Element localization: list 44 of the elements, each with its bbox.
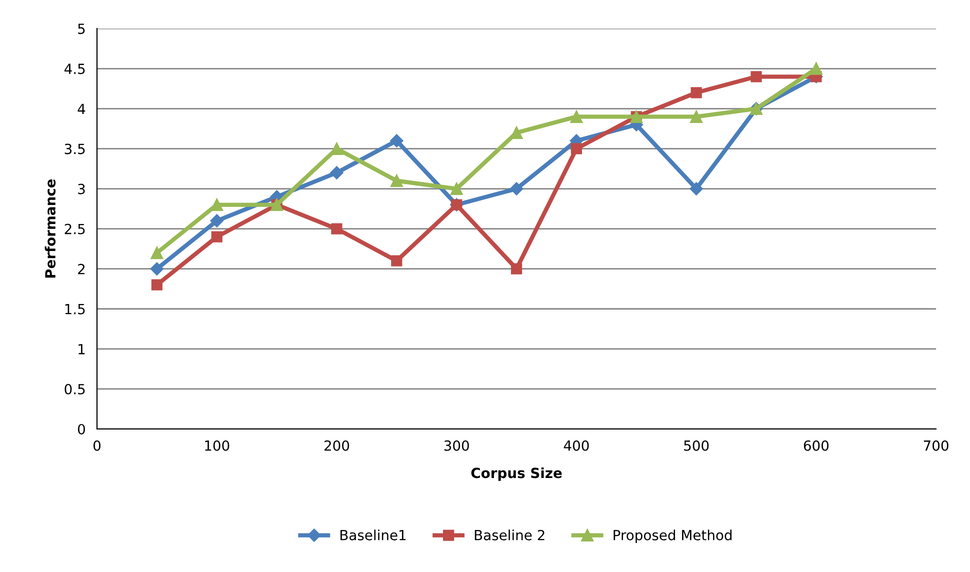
y-tick-label: 1.5: [65, 304, 85, 314]
point: [750, 71, 762, 82]
x-tick-label: 400: [564, 440, 589, 451]
point: [150, 246, 164, 260]
y-tick-label: 0.5: [64, 384, 85, 394]
x-axis-title: Corpus Size: [471, 467, 562, 481]
legend-label: Baseline 2: [474, 530, 544, 540]
point: [330, 166, 344, 180]
point: [450, 182, 463, 196]
point: [690, 87, 702, 98]
point: [331, 223, 342, 234]
y-tick-label: 2.5: [64, 224, 85, 234]
point: [690, 182, 703, 196]
x-tick-label: 700: [924, 440, 948, 451]
y-tick-label: 5: [78, 24, 85, 34]
y-tick-label: 2: [78, 264, 84, 274]
y-tick-label: 3: [78, 184, 85, 194]
point: [150, 262, 164, 276]
point: [510, 182, 524, 196]
x-tick-label: 0: [93, 440, 100, 451]
point: [570, 110, 583, 123]
x-tick-label: 600: [804, 440, 829, 451]
legend-label: Proposed Method: [614, 530, 732, 544]
x-tick-label: 100: [205, 440, 230, 451]
y-tick-label: 1: [78, 344, 85, 354]
y-tick-label: 3.5: [64, 144, 85, 154]
y-tick-label: 4.5: [64, 64, 85, 74]
y-tick-label: 0: [78, 424, 85, 434]
y-tick-label: 4: [78, 104, 86, 114]
point: [390, 134, 404, 148]
point: [151, 279, 162, 290]
point: [510, 263, 522, 274]
x-tick-label: 300: [444, 440, 469, 451]
point: [211, 231, 222, 242]
point: [570, 143, 582, 154]
point: [690, 110, 703, 123]
legend-label: Baseline1: [340, 530, 406, 540]
point: [210, 214, 224, 228]
point: [810, 62, 822, 75]
x-tick-label: 500: [684, 440, 709, 451]
point: [390, 174, 403, 187]
x-tick-label: 200: [324, 440, 350, 451]
point: [391, 255, 402, 266]
y-axis-title: Performance: [44, 179, 56, 278]
